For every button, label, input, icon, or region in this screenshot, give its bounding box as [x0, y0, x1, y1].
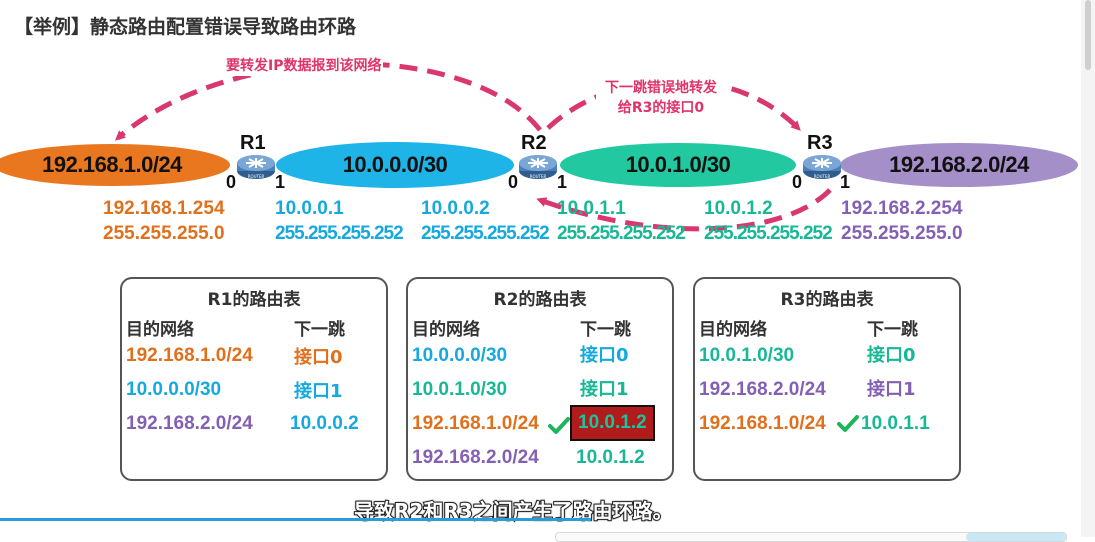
r2-row1-next: 接口0 — [580, 345, 629, 366]
annotation-forward: 要转发IP数据报到该网络 — [224, 56, 384, 76]
ip-address: 10.0.0.1 — [275, 198, 344, 219]
r2-row2-dest: 10.0.1.0/30 — [412, 379, 508, 400]
r2-row4-next: 10.0.1.2 — [576, 447, 645, 468]
video-progress-bar[interactable] — [0, 518, 592, 521]
r2-row4-dest: 192.168.2.0/24 — [412, 447, 539, 468]
svg-text:ROUTER: ROUTER — [530, 174, 547, 179]
r3-if0-address: 10.0.1.2 255.255.255.252 — [704, 196, 833, 246]
arrow-r2-to-r3 — [546, 78, 801, 131]
routing-table-title: R1的路由表 — [207, 290, 301, 310]
send-button[interactable] — [966, 533, 1066, 541]
r2-if0-address: 10.0.0.2 255.255.255.252 — [421, 196, 550, 246]
column-next-hop: 下一跳 — [294, 320, 345, 340]
network-192-168-1-0: 192.168.1.0/24 — [0, 144, 230, 186]
routing-table-r1: R1的路由表 目的网络 下一跳 192.168.1.0/24 接口0 10.0.… — [120, 277, 388, 481]
column-destination: 目的网络 — [126, 320, 194, 340]
r1-row1-dest: 192.168.1.0/24 — [126, 345, 253, 366]
router-icon: ROUTER — [803, 155, 841, 179]
routing-table-title: R2的路由表 — [493, 290, 587, 310]
r3-row1-dest: 10.0.1.0/30 — [699, 345, 795, 366]
scrollbar-thumb[interactable] — [1085, 0, 1091, 70]
annotation-wrong-hop-line1: 下一跳错误地转发 — [605, 80, 717, 96]
r2-row3-next-error: 10.0.1.2 — [570, 405, 655, 441]
svg-text:ROUTER: ROUTER — [248, 174, 265, 179]
ip-address: 192.168.1.254 — [103, 198, 225, 219]
r2-if1-address: 10.0.1.1 255.255.255.252 — [557, 196, 686, 246]
r1-interface-1: 1 — [275, 172, 286, 192]
annotation-wrong-hop: 下一跳错误地转发 给R3的接口0 — [596, 78, 726, 118]
subnet-mask: 255.255.255.0 — [103, 223, 225, 244]
r3-row2-next: 接口1 — [867, 379, 916, 400]
router-icon: ROUTER — [519, 155, 557, 179]
r2-interface-1: 1 — [557, 172, 568, 192]
subnet-mask: 255.255.255.0 — [841, 223, 963, 244]
routing-table-title: R3的路由表 — [780, 290, 874, 310]
r2-interface-0: 0 — [508, 172, 519, 192]
r1-interface-0: 0 — [226, 172, 237, 192]
router-r2-label: R2 — [521, 132, 547, 154]
comment-input-box[interactable] — [555, 532, 1067, 542]
r1-row3-dest: 192.168.2.0/24 — [126, 413, 253, 434]
router-icon: ROUTER — [237, 155, 275, 179]
ip-address: 192.168.2.254 — [841, 198, 963, 219]
r3-interface-1: 1 — [840, 172, 851, 192]
r1-row1-next: 接口0 — [294, 347, 343, 368]
column-next-hop: 下一跳 — [867, 320, 918, 340]
r1-if0-address: 192.168.1.254 255.255.255.0 — [103, 196, 225, 246]
checkmark-icon — [548, 417, 570, 434]
ip-address: 10.0.0.2 — [421, 198, 490, 219]
arrow-r3-to-r2 — [536, 188, 832, 232]
r3-row3-next: 10.0.1.1 — [861, 413, 930, 434]
r1-row3-next: 10.0.0.2 — [290, 413, 359, 434]
column-destination: 目的网络 — [412, 320, 480, 340]
subnet-mask: 255.255.255.252 — [421, 223, 550, 244]
r2-row1-dest: 10.0.0.0/30 — [412, 345, 508, 366]
router-r3-label: R3 — [807, 132, 833, 154]
r1-if1-address: 10.0.0.1 255.255.255.252 — [275, 196, 404, 246]
r3-interface-0: 0 — [792, 172, 803, 192]
r1-row2-next: 接口1 — [294, 381, 343, 402]
ip-address: 10.0.1.2 — [704, 198, 773, 219]
routing-table-r2: R2的路由表 目的网络 下一跳 10.0.0.0/30 接口0 10.0.1.0… — [406, 277, 674, 481]
subnet-mask: 255.255.255.252 — [557, 223, 686, 244]
subnet-mask: 255.255.255.252 — [275, 223, 404, 244]
router-r1-label: R1 — [240, 132, 266, 154]
svg-text:ROUTER: ROUTER — [814, 174, 831, 179]
r3-row3-dest: 192.168.1.0/24 — [699, 413, 826, 434]
subnet-mask: 255.255.255.252 — [704, 223, 833, 244]
r1-row2-dest: 10.0.0.0/30 — [126, 379, 222, 400]
r2-row2-next: 接口1 — [580, 379, 629, 400]
ip-address: 10.0.1.1 — [557, 198, 626, 219]
column-next-hop: 下一跳 — [580, 320, 631, 340]
column-destination: 目的网络 — [699, 320, 767, 340]
network-10-0-1-0: 10.0.1.0/30 — [560, 143, 796, 187]
annotation-wrong-hop-line2: 给R3的接口0 — [617, 100, 705, 116]
r3-row2-dest: 192.168.2.0/24 — [699, 379, 826, 400]
routing-table-r3: R3的路由表 目的网络 下一跳 10.0.1.0/30 接口0 192.168.… — [693, 277, 961, 481]
checkmark-icon — [837, 415, 859, 432]
network-192-168-2-0: 192.168.2.0/24 — [840, 143, 1078, 187]
page-title: 【举例】静态路由配置错误导致路由环路 — [14, 16, 357, 38]
scrollbar[interactable] — [1081, 0, 1095, 537]
r2-row3-dest: 192.168.1.0/24 — [412, 413, 539, 434]
network-10-0-0-0: 10.0.0.0/30 — [276, 142, 514, 188]
r3-row1-next: 接口0 — [867, 345, 916, 366]
r3-if1-address: 192.168.2.254 255.255.255.0 — [841, 196, 963, 246]
